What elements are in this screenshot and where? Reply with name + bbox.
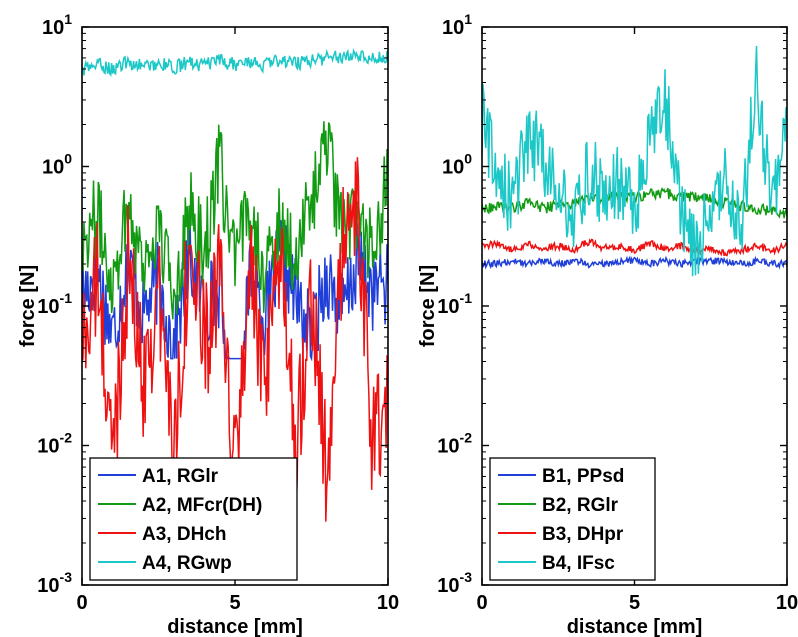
chart-panel-B: 101 100 10-1 10-2 10-30 5 10 distance [mm] force… — [417, 11, 798, 637]
y-tick-label: 100 — [42, 151, 72, 179]
x-axis-label: distance [mm] — [167, 616, 303, 637]
series-line-4 — [482, 45, 787, 277]
y-tick-label: 101 — [42, 11, 72, 39]
y-axis-label: force [N] — [417, 265, 439, 347]
x-tick-label: 5 — [629, 592, 640, 614]
x-tick-label: 5 — [229, 592, 240, 614]
x-tick-label: 10 — [377, 592, 399, 614]
y-tick-label: 100 — [442, 151, 472, 179]
series-line-2 — [82, 121, 388, 320]
series-line-3 — [82, 157, 388, 522]
y-tick-label: 10-2 — [437, 430, 472, 458]
y-tick-label: 10-1 — [37, 290, 72, 318]
legend-entry: A3, DHch — [142, 524, 226, 545]
legend-entry: A2, MFcr(DH) — [142, 495, 262, 516]
legend-entry: B1, PPsd — [542, 466, 624, 487]
y-tick-label: 10-3 — [437, 569, 472, 597]
series-line-4 — [82, 48, 388, 78]
x-axis-label: distance [mm] — [567, 616, 703, 637]
legend-entry: A4, RGwp — [142, 553, 232, 574]
legend-entry: B2, RGlr — [542, 495, 619, 516]
chart-panel-A: 101 100 10-1 10-2 10-30 5 10 distance [mm] force… — [17, 11, 399, 637]
y-tick-label: 101 — [442, 11, 472, 39]
series-line-1 — [482, 255, 787, 270]
x-tick-label: 0 — [76, 592, 87, 614]
y-tick-label: 10-1 — [437, 290, 472, 318]
legend-entry: B3, DHpr — [542, 524, 624, 545]
legend-entry: B4, IFsc — [542, 553, 615, 574]
plot-area — [82, 48, 388, 522]
series-line-3 — [482, 238, 787, 257]
legend: B1, PPsd B2, RGlr B3, DHpr B4, IFsc — [489, 457, 656, 581]
plot-area — [482, 45, 787, 277]
legend: A1, RGlr A2, MFcr(DH) A3, DHch A4, RGwp — [89, 457, 298, 581]
y-axis-label: force [N] — [17, 265, 39, 347]
legend-entry: A1, RGlr — [142, 466, 219, 487]
x-tick-label: 0 — [476, 592, 487, 614]
y-tick-label: 10-2 — [37, 430, 72, 458]
y-tick-label: 10-3 — [37, 569, 72, 597]
x-tick-label: 10 — [776, 592, 798, 614]
